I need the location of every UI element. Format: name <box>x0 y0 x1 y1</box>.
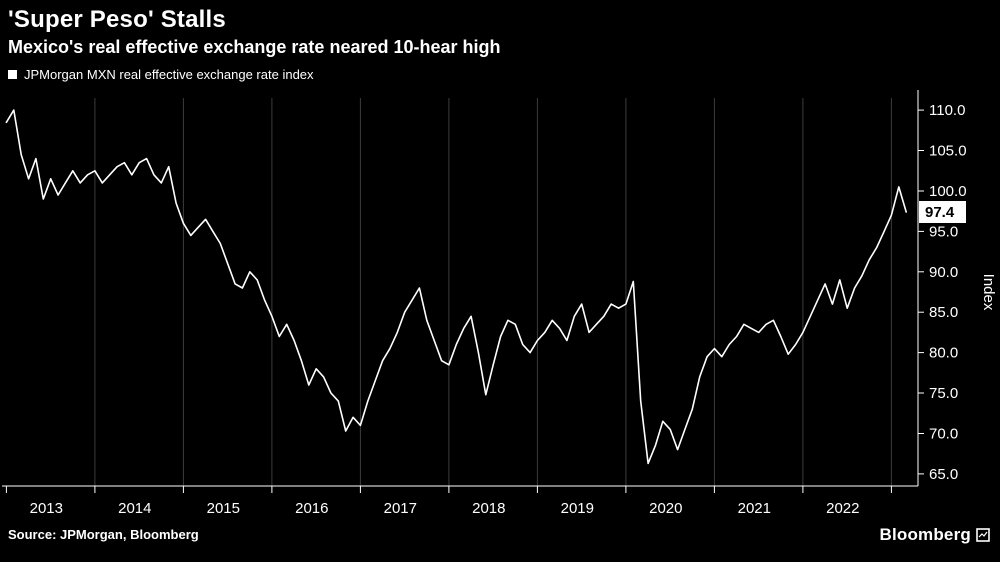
bloomberg-logo: Bloomberg <box>879 525 990 545</box>
y-axis-tick-label: 110.0 <box>929 102 965 119</box>
x-axis-tick-label: 2018 <box>472 500 505 517</box>
chart-svg: 65.0 70.0 75.0 80.0 85.0 90.0 95.0 100.0 105.0 11… <box>2 89 997 517</box>
page-subtitle: Mexico's real effective exchange rate ne… <box>8 36 501 57</box>
source-note: Source: JPMorgan, Bloomberg <box>8 527 199 543</box>
chart-area: 65.0 70.0 75.0 80.0 85.0 90.0 95.0 100.0 105.0 11… <box>0 84 1000 524</box>
legend-square-icon <box>8 69 17 79</box>
legend-label: JPMorgan MXN real effective exchange rat… <box>24 66 314 82</box>
x-axis-tick-label: 2019 <box>561 500 594 517</box>
y-axis-tick-label: 105.0 <box>929 142 967 159</box>
x-axis-tick-label: 2021 <box>738 500 771 517</box>
y-axis-tick-label: 100.0 <box>929 183 967 200</box>
legend: JPMorgan MXN real effective exchange rat… <box>0 58 1000 82</box>
y-axis-tick-label: 85.0 <box>929 304 958 321</box>
footer: Source: JPMorgan, Bloomberg Bloomberg <box>0 524 1000 545</box>
y-axis-tick-label: 70.0 <box>929 425 958 442</box>
chart-header: 'Super Peso' Stalls Mexico's real effect… <box>0 0 1000 58</box>
x-axis-tick-label: 2022 <box>826 500 859 517</box>
x-axis-tick-label: 2016 <box>295 500 328 517</box>
x-axis-tick-label: 2017 <box>384 500 417 517</box>
reer-line <box>5 108 908 464</box>
y-axis-tick-label: 75.0 <box>929 385 958 402</box>
x-axis-tick-label: 2015 <box>207 500 240 517</box>
y-axis-tick-label: 80.0 <box>929 344 958 361</box>
y-axis-tick-label: 65.0 <box>929 465 958 482</box>
y-axis-tick-label: 90.0 <box>929 263 958 280</box>
page-title: 'Super Peso' Stalls <box>8 6 226 33</box>
x-axis-tick-label: 2020 <box>649 500 682 517</box>
bloomberg-chart-icon <box>976 527 990 542</box>
y-axis-title: Index <box>980 273 997 310</box>
last-value-box <box>919 200 966 223</box>
y-axis-tick-label: 95.0 <box>929 223 958 240</box>
bloomberg-wordmark: Bloomberg <box>879 524 971 544</box>
last-value-label: 97.4 <box>925 204 955 221</box>
x-axis-tick-label: 2013 <box>30 500 63 517</box>
x-axis-tick-label: 2014 <box>118 500 151 517</box>
